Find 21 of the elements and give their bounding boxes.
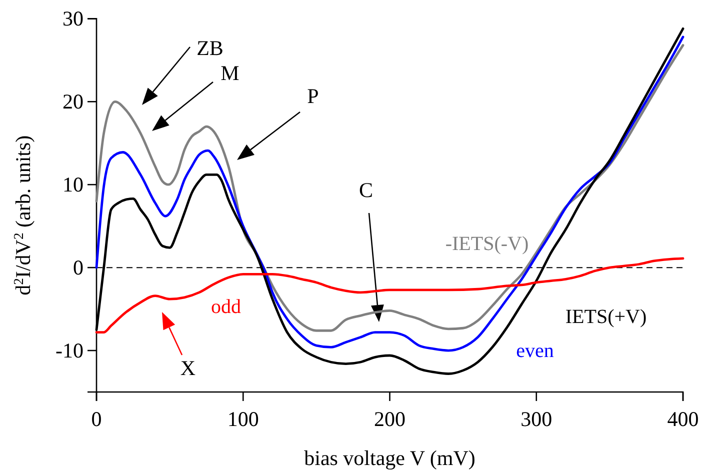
line-series	[95, 257, 684, 334]
series-label: IETS(+V)	[565, 306, 647, 328]
y-tick-label: -10	[56, 338, 84, 362]
y-tick-label: 0	[73, 255, 84, 280]
series-label: even	[516, 340, 554, 362]
x-tick-label: 100	[227, 406, 259, 431]
y-tick-label: 10	[62, 172, 84, 196]
x-axis-title: bias voltage V (mV)	[304, 446, 476, 470]
annotation: ZB	[196, 36, 224, 60]
x-tick-label: 200	[374, 406, 406, 431]
x-tick-label: 400	[667, 406, 699, 431]
y-tick-label: 20	[62, 89, 84, 114]
annotation: M	[220, 60, 240, 85]
series-label: -IETS(-V)	[445, 233, 529, 255]
annotation: C	[358, 178, 374, 202]
y-tick-label: 30	[62, 6, 84, 30]
x-tick-label: 0	[91, 406, 102, 431]
annotation: X	[180, 356, 196, 380]
x-tick-label: 300	[520, 406, 552, 431]
annotation: P	[307, 84, 319, 108]
series-label: odd	[211, 296, 241, 318]
